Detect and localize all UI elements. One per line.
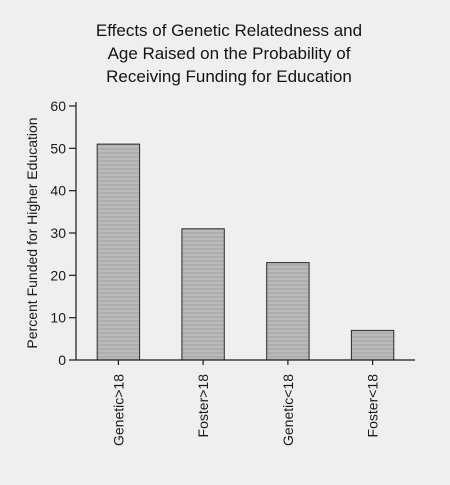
bar-4 [350,329,395,361]
chart-title-line-3: Receiving Funding for Education [106,67,352,86]
y-tick-label: 60 [50,98,66,114]
y-axis-label: Percent Funded for Higher Education [24,117,40,348]
y-tick-label: 50 [50,140,66,156]
x-tick-label: Genetic>18 [110,374,126,446]
y-tick-label: 10 [50,310,66,326]
x-tick-label: Genetic<18 [280,374,296,446]
x-tick-label: Foster>18 [195,374,211,438]
chart-title-line-1: Effects of Genetic Relatedness and [96,21,362,40]
y-ticks: 0 10 20 30 40 50 60 [50,98,76,368]
bar-2 [181,228,225,361]
x-tick-label: Foster<18 [365,374,381,438]
y-tick-label: 30 [50,225,66,241]
y-tick-label: 0 [58,352,66,368]
y-tick-label: 20 [50,267,66,283]
x-ticks: Genetic>18 Foster>18 Genetic<18 Foster<18 [110,360,381,446]
bar-3 [266,262,310,361]
chart-title-line-2: Age Raised on the Probability of [108,44,351,63]
chart-title: Effects of Genetic Relatedness and Age R… [96,21,362,86]
bars [96,143,395,361]
y-tick-label: 40 [50,183,66,199]
bar-1 [96,143,141,361]
